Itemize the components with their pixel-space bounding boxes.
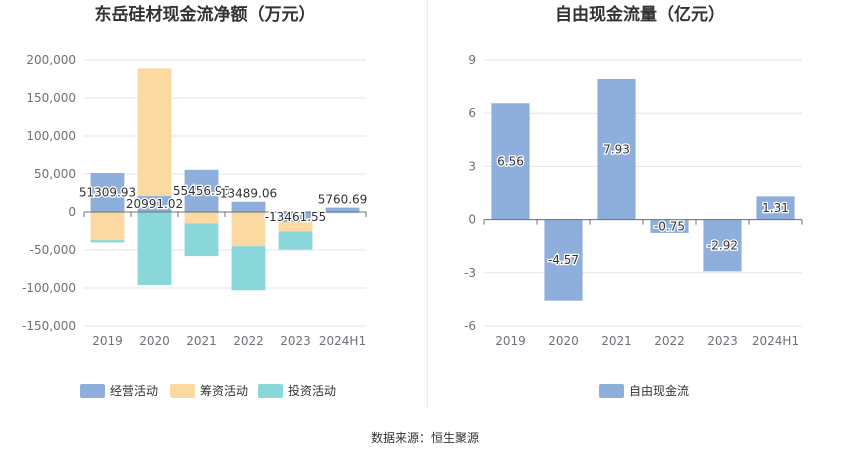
chart2-bar-1-2022 (650, 219, 689, 233)
chart1-bar-1-2022 (231, 201, 266, 212)
data-source-note: 数据来源：恒生聚源 (370, 431, 479, 445)
chart2-title: 自由现金流量（亿元） (555, 4, 725, 25)
chart1-x-tick-label: 2023 (280, 334, 311, 348)
chart1-y-tick-label: 0 (68, 205, 76, 219)
chart2-y-tick-label: 6 (468, 106, 476, 120)
chart1-x-tick-label: 2020 (139, 334, 170, 348)
chart1-bar-2-2019 (90, 212, 125, 241)
chart1-title: 东岳硅材现金流净额（万元） (95, 4, 316, 25)
chart2-bar-1-2023 (703, 219, 742, 272)
chart2-bar-1-2024H1 (756, 196, 795, 220)
chart1-y-tick-label: -100,000 (22, 281, 76, 295)
chart1-y-tick-label: -150,000 (22, 319, 76, 333)
chart1-data-label: 5760.69 (318, 193, 368, 207)
chart1-bar-3-2022 (231, 246, 266, 291)
chart2-x-tick-label: 2020 (548, 334, 579, 348)
chart1-bar-3-2021 (184, 223, 219, 257)
chart1-bar-1-2019 (90, 173, 125, 212)
chart1-data-label: 20991.02 (126, 197, 183, 211)
chart1-legend-swatch-2 (170, 384, 195, 398)
chart2-bar-1-2019 (491, 103, 530, 220)
chart1-x-tick-label: 2019 (92, 334, 123, 348)
chart2-data-label: 7.93 (603, 142, 630, 156)
chart1-data-label: 51309.93 (79, 186, 136, 200)
chart1-bar-1-2021 (184, 169, 219, 212)
chart1-legend-label-2: 筹资活动 (200, 384, 248, 398)
chart1-legend-label-1: 经营活动 (110, 384, 158, 398)
chart2-x-tick-label: 2019 (495, 334, 526, 348)
chart2-y-tick-label: -3 (464, 266, 476, 280)
chart2-data-label: -0.75 (654, 219, 685, 233)
chart1-y-tick-label: -50,000 (30, 243, 76, 257)
chart2-y-tick-label: -6 (464, 319, 476, 333)
chart2-data-label: -2.92 (707, 238, 738, 252)
chart2-data-label: 6.56 (497, 154, 524, 168)
chart1-x-tick-label: 2024H1 (319, 334, 366, 348)
chart2-x-tick-label: 2023 (707, 334, 738, 348)
chart2-bar-1-2021 (597, 78, 636, 220)
chart1-data-label: -13461.55 (265, 210, 327, 224)
chart2-data-label: -4.57 (548, 253, 579, 267)
chart1-x-tick-label: 2021 (186, 334, 217, 348)
chart1-data-label: 55456.96 (173, 184, 230, 198)
chart1-bar-3-2024H1 (325, 212, 360, 214)
chart2-x-tick-label: 2024H1 (752, 334, 799, 348)
chart1-y-tick-label: 100,000 (26, 129, 76, 143)
chart1-y-tick-label: 50,000 (34, 167, 76, 181)
chart2-x-tick-label: 2021 (601, 334, 632, 348)
chart1-x-tick-label: 2022 (233, 334, 264, 348)
chart2-y-tick-label: 9 (468, 53, 476, 67)
chart1-bar-3-2023 (278, 231, 313, 250)
chart1-legend-label-3: 投资活动 (288, 383, 336, 398)
chart2-x-tick-label: 2022 (654, 334, 685, 348)
chart2-legend-swatch-1 (599, 384, 624, 398)
chart1-bar-2-2022 (231, 212, 266, 247)
chart1-bar-1-2024H1 (325, 207, 360, 212)
chart2-legend-label-1: 自由现金流 (629, 383, 689, 398)
chart1-legend-swatch-1 (80, 384, 105, 398)
chart1-data-label: 13489.06 (220, 187, 277, 201)
chart1-bar-2-2021 (184, 212, 219, 224)
chart2-bar-1-2020 (544, 219, 583, 301)
chart1-bar-1-2023 (278, 212, 313, 223)
chart2-y-tick-label: 3 (468, 159, 476, 173)
chart-divider (427, 0, 428, 408)
chart1-legend-swatch-3 (258, 384, 283, 398)
chart2-data-label: 1.31 (762, 201, 789, 215)
chart1-bar-3-2020 (137, 212, 172, 285)
chart1-y-tick-label: 150,000 (26, 91, 76, 105)
chart1-bar-3-2019 (90, 240, 125, 243)
chart2-y-tick-label: 0 (468, 213, 476, 227)
chart1-bar-2-2023 (278, 222, 313, 232)
chart1-bar-1-2020 (137, 196, 172, 212)
chart1-y-tick-label: 200,000 (26, 53, 76, 67)
chart1-bar-2-2020 (137, 68, 172, 197)
